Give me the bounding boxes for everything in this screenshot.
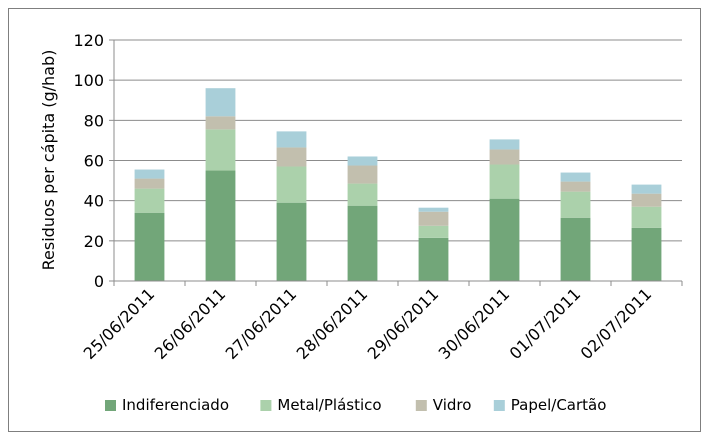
bar-segment — [348, 166, 378, 184]
y-tick-label: 100 — [73, 71, 104, 90]
bar-segment — [561, 173, 591, 182]
bar-segment — [561, 192, 591, 218]
x-tick-labels: 25/06/201126/06/201127/06/201128/06/2011… — [80, 284, 656, 363]
x-tick-label: 26/06/2011 — [151, 284, 230, 363]
legend-item: Indiferenciado — [105, 396, 229, 414]
legend-label: Vidro — [433, 396, 472, 414]
bar-segment — [277, 147, 307, 166]
bar-segment — [490, 149, 520, 164]
y-tick-label: 20 — [84, 232, 104, 251]
bar-segment — [632, 207, 662, 228]
bar-segment — [206, 88, 236, 116]
legend-label: Papel/Cartão — [511, 396, 607, 414]
legend-swatch — [494, 400, 505, 411]
y-tick-label: 80 — [84, 111, 104, 130]
legend-item: Metal/Plástico — [260, 396, 381, 414]
bar-segment — [419, 208, 449, 212]
bar-segment — [135, 189, 165, 213]
axes — [109, 40, 682, 286]
y-axis-title: Residuos per cápita (g/hab) — [39, 50, 58, 271]
gridlines — [114, 40, 682, 241]
y-tick-label: 120 — [73, 31, 104, 50]
bar-segment — [348, 184, 378, 206]
y-tick-label: 40 — [84, 192, 104, 211]
x-tick-label: 01/07/2011 — [506, 284, 585, 363]
y-tick-label: 60 — [84, 152, 104, 171]
bar-segment — [277, 203, 307, 281]
legend-label: Indiferenciado — [122, 396, 229, 414]
bar-segment — [632, 194, 662, 207]
bar-segment — [277, 167, 307, 203]
legend-swatch — [105, 400, 116, 411]
legend-item: Papel/Cartão — [494, 396, 607, 414]
legend-swatch — [260, 400, 271, 411]
bar-segment — [419, 212, 449, 226]
x-tick-label: 28/06/2011 — [293, 284, 372, 363]
x-tick-label: 29/06/2011 — [364, 284, 443, 363]
bar-segment — [135, 213, 165, 281]
legend-swatch — [416, 400, 427, 411]
bar-segment — [490, 199, 520, 281]
x-tick-label: 02/07/2011 — [577, 284, 656, 363]
bar-segment — [277, 131, 307, 147]
bar-segment — [206, 129, 236, 170]
y-tick-label: 0 — [94, 272, 104, 291]
bar-segment — [348, 156, 378, 165]
bar-segment — [490, 165, 520, 199]
bar-segment — [632, 228, 662, 281]
legend: Indiferenciado Metal/Plástico Vidro Papel/C… — [105, 396, 606, 414]
bar-segment — [490, 139, 520, 149]
y-tick-labels: 0 20 40 60 80 100 120 — [73, 31, 104, 291]
x-tick-label: 30/06/2011 — [435, 284, 514, 363]
bar-segment — [135, 170, 165, 179]
bar-segment — [632, 185, 662, 194]
bar-segment — [206, 171, 236, 281]
bar-segment — [561, 218, 591, 281]
bar-segment — [419, 238, 449, 281]
bar-segment — [348, 206, 378, 281]
legend-item: Vidro — [416, 396, 472, 414]
bar-segment — [561, 182, 591, 192]
legend-label: Metal/Plástico — [277, 396, 381, 414]
bar-segment — [206, 116, 236, 129]
x-tick-label: 25/06/2011 — [80, 284, 159, 363]
bars — [135, 88, 662, 281]
bar-segment — [135, 179, 165, 189]
x-tick-label: 27/06/2011 — [222, 284, 301, 363]
bar-segment — [419, 226, 449, 238]
